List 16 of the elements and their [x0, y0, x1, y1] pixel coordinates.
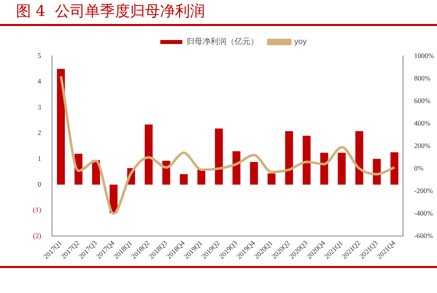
bar [302, 136, 311, 185]
bar [285, 131, 294, 185]
bar [180, 174, 188, 185]
line-series [60, 75, 396, 215]
chart-title: 图 4 公司单季度归母净利润 [16, 2, 205, 21]
bar [214, 128, 223, 185]
legend-label: yoy [294, 37, 307, 46]
bar [56, 68, 65, 185]
bar [232, 151, 240, 185]
legend-label: 归母净利润（亿元） [186, 37, 258, 46]
bar [338, 152, 346, 185]
bar [268, 173, 276, 185]
bar [144, 124, 153, 185]
bar [320, 152, 328, 185]
bar [390, 152, 398, 185]
bar [250, 162, 258, 185]
